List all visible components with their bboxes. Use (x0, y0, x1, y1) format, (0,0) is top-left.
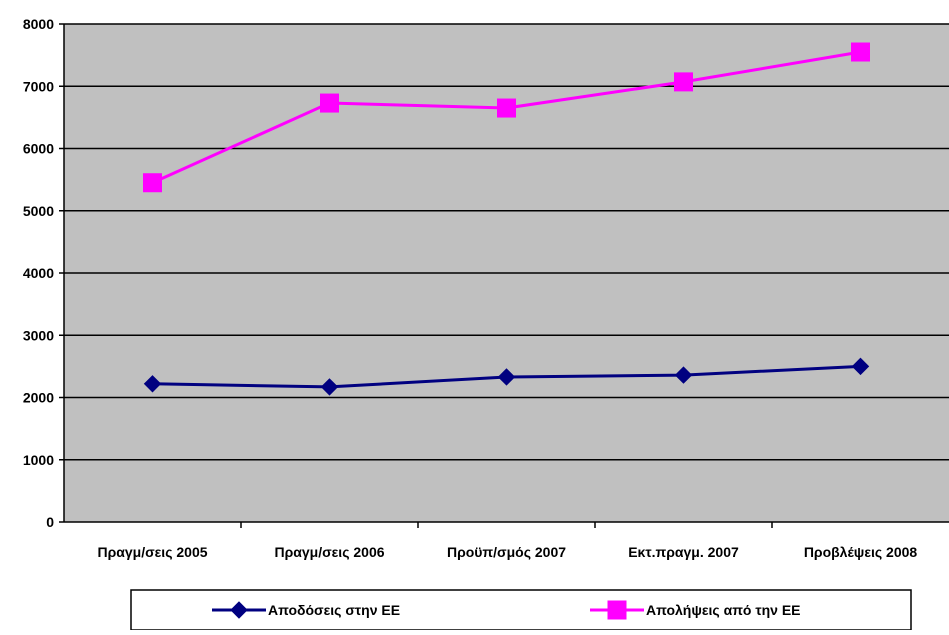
legend-swatch-marker (230, 601, 248, 619)
gridlines (64, 23, 949, 461)
legend: Αποδόσεις στην ΕΕ Απολήψεις από την ΕΕ (130, 589, 912, 631)
y-tick-label: 8000 (23, 16, 54, 32)
axes: 0 1000 2000 3000 4000 5000 6000 7000 8000 Πραγμ/σ… (23, 16, 949, 560)
data-point (497, 98, 516, 118)
x-tick-label: Προβλέψεις 2008 (804, 544, 918, 560)
legend-label: Αποδόσεις στην ΕΕ (268, 602, 400, 618)
series-group (143, 357, 870, 396)
data-point (497, 368, 516, 386)
y-tick-label: 4000 (23, 265, 54, 281)
legend-label: Απολήψεις από την ΕΕ (646, 602, 801, 618)
data-point (143, 375, 162, 393)
data-point (143, 173, 162, 193)
x-tick-label: Εκτ.πραγμ. 2007 (628, 544, 739, 560)
x-tick-label: Προϋπ/σμός 2007 (447, 544, 566, 560)
legend-swatch-marker (607, 600, 627, 620)
y-tick-label: 0 (46, 514, 54, 530)
y-tick-label: 7000 (23, 78, 54, 94)
data-point (851, 357, 870, 376)
y-tick-label: 3000 (23, 327, 54, 343)
y-tick-label: 2000 (23, 390, 54, 406)
y-tick-label: 6000 (23, 141, 54, 157)
data-point (674, 366, 693, 384)
data-point (851, 42, 870, 62)
data-point (320, 378, 339, 396)
data-point (320, 93, 339, 113)
x-tick-label: Πραγμ/σεις 2006 (274, 544, 384, 560)
y-tick-label: 1000 (23, 452, 54, 468)
data-point (674, 72, 693, 92)
y-tick-label: 5000 (23, 203, 54, 219)
series-group (143, 42, 870, 193)
x-tick-label: Πραγμ/σεις 2005 (97, 544, 207, 560)
series-lines (143, 42, 870, 396)
